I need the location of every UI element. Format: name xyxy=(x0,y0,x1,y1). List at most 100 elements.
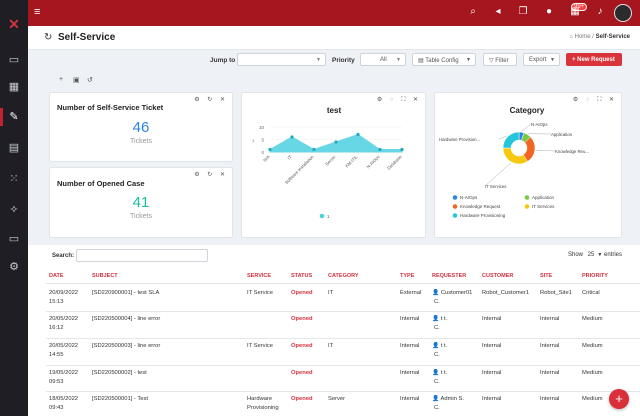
lightbulb-icon[interactable]: ✧ xyxy=(9,204,19,216)
cell-type: Internal xyxy=(400,343,420,349)
slice-label: IT Services xyxy=(485,184,506,189)
cell-date: 20/05/2022 xyxy=(49,343,79,349)
chevron-down-icon: ▼ xyxy=(466,57,471,63)
cell-subject[interactable]: [SD220500002] - test xyxy=(92,370,147,376)
priority-label: Priority xyxy=(332,57,355,64)
floating-add-button[interactable]: + xyxy=(609,389,629,409)
cell-subject[interactable]: [SD220900001] - test SLA xyxy=(92,290,160,296)
case-count: 41 xyxy=(132,194,150,211)
row-divider xyxy=(46,311,640,312)
x-tick-label: N/A xyxy=(262,154,271,163)
legend-label: IT Services xyxy=(532,204,555,209)
filter-button[interactable]: ▽ Filter xyxy=(483,53,517,66)
logo-icon[interactable]: ✕ xyxy=(8,16,20,32)
cell-customer: Internal xyxy=(482,316,502,322)
calendar-icon[interactable]: ▦ xyxy=(570,6,580,17)
y-tick-label: 5 xyxy=(261,138,264,143)
card-controls[interactable]: ⚙ ↻ ✕ xyxy=(194,172,228,178)
legend-marker xyxy=(452,213,458,218)
column-header-status[interactable]: STATUS xyxy=(291,273,313,279)
column-header-service[interactable]: SERVICE xyxy=(247,273,272,279)
cell-category: Server xyxy=(328,396,346,402)
breadcrumb-home[interactable]: Home xyxy=(574,34,591,40)
table-config-button[interactable]: ▤ Table Config ▼ xyxy=(412,53,476,66)
column-header-subject[interactable]: SUBJECT xyxy=(92,273,118,279)
cell-subject[interactable]: [SD220500003] - line error xyxy=(92,343,161,349)
column-header-category[interactable]: CATEGORY xyxy=(328,273,359,279)
x-tick-label: KM-ITIL xyxy=(344,154,359,169)
inbox-icon[interactable]: ▭ xyxy=(8,54,20,66)
column-header-priority[interactable]: PRIORITY xyxy=(582,273,608,279)
cell-requester: 👤 t t. xyxy=(432,343,448,349)
cell-subject[interactable]: [SD220500001] - Test xyxy=(92,396,148,402)
slice-label: N-AIOps xyxy=(531,122,547,127)
slice-leader-line xyxy=(484,162,511,187)
cell-type: External xyxy=(400,290,422,296)
menu-icon[interactable]: ≡ xyxy=(34,6,41,18)
cell-category: IT xyxy=(328,290,334,296)
save-icon[interactable]: ▣ xyxy=(73,77,80,84)
test-chart-card: ⚙ ◌ ⛶ ✕ test 0 5 10 1 N/A IT Software Installat… xyxy=(241,92,426,238)
cell-time: 15:13 xyxy=(49,299,64,305)
refresh-icon[interactable]: ↻ xyxy=(44,32,53,43)
priority-select[interactable]: All ▼ xyxy=(360,53,406,66)
filter-icon: ▽ xyxy=(489,58,496,64)
laptop-icon[interactable]: ▭ xyxy=(8,233,20,245)
cell-requester-line2: C. xyxy=(434,379,440,385)
page-title: Self-Service xyxy=(58,32,116,43)
column-header-type[interactable]: TYPE xyxy=(400,273,415,279)
jump-to-select[interactable]: ▼ xyxy=(237,53,326,66)
apps-grid-icon[interactable]: ⁙ xyxy=(9,173,19,185)
table-config-label: Table Config xyxy=(425,58,459,64)
category-chart-card: ⚙ ◌ ⛶ ✕ Category N-AIOps Application Knowle… xyxy=(434,92,622,238)
megaphone-icon[interactable]: ◂ xyxy=(495,6,501,17)
cell-site: Internal xyxy=(540,316,560,322)
search-input[interactable] xyxy=(76,249,208,262)
user-avatar[interactable] xyxy=(614,4,632,22)
data-point xyxy=(356,132,360,137)
row-divider xyxy=(46,338,640,339)
cell-type: Internal xyxy=(400,370,420,376)
page-size-select[interactable]: 25 xyxy=(587,252,595,258)
ticket-icon[interactable]: ✎ xyxy=(9,111,19,123)
new-request-button[interactable]: + New Request xyxy=(566,53,622,66)
cell-requester: 👤 Admin S. xyxy=(432,396,465,402)
dashboard-icon[interactable]: ▦ xyxy=(8,81,20,93)
legend-label: Application xyxy=(532,195,555,200)
cell-status: Opened xyxy=(291,290,313,296)
pie-chart: Category N-AIOps Application Knowledge Reu.… xyxy=(439,106,589,218)
search-icon[interactable]: ⌕ xyxy=(470,6,476,17)
notification-icon[interactable]: ● xyxy=(545,6,553,17)
cell-date: 18/05/2022 xyxy=(49,396,79,402)
card-controls[interactable]: ⚙ ◌ ⛶ ✕ xyxy=(572,97,617,103)
slice-leader-line xyxy=(521,123,532,132)
card-controls[interactable]: ⚙ ↻ ✕ xyxy=(194,97,228,103)
document-icon[interactable]: ▤ xyxy=(8,142,20,154)
microphone-icon[interactable]: ♪ xyxy=(597,6,603,17)
copy-icon[interactable]: ❐ xyxy=(518,6,528,17)
column-header-requester[interactable]: REQUESTER xyxy=(432,273,467,279)
cell-date: 20/09/2022 xyxy=(49,290,79,296)
cell-requester-line2: C. xyxy=(434,325,440,331)
data-point xyxy=(378,147,382,152)
card-controls[interactable]: ⚙ ◌ ⛶ ✕ xyxy=(376,97,421,103)
add-icon[interactable]: + xyxy=(59,76,64,83)
export-label: Export xyxy=(529,57,547,63)
search-label: Search: xyxy=(52,253,75,259)
cell-site: Internal xyxy=(540,343,560,349)
cell-requester: 👤 Customer01 xyxy=(432,290,473,296)
settings-gear-icon[interactable]: ⚙ xyxy=(9,261,19,273)
cell-subject[interactable]: [SD220500004] - line error xyxy=(92,316,161,322)
column-header-customer[interactable]: CUSTOMER xyxy=(482,273,514,279)
notification-badge: 99+ xyxy=(571,3,588,11)
cell-requester-line2: C. xyxy=(434,405,440,411)
legend-marker xyxy=(524,195,530,200)
export-button[interactable]: Export ▼ xyxy=(523,53,560,66)
column-header-date[interactable]: DATE xyxy=(49,273,64,279)
cell-site: Internal xyxy=(540,370,560,376)
column-header-site[interactable]: SITE xyxy=(540,273,553,279)
reset-icon[interactable]: ↺ xyxy=(87,77,93,84)
cell-time: 09:43 xyxy=(49,405,64,411)
cell-service: Hardware xyxy=(247,396,273,402)
